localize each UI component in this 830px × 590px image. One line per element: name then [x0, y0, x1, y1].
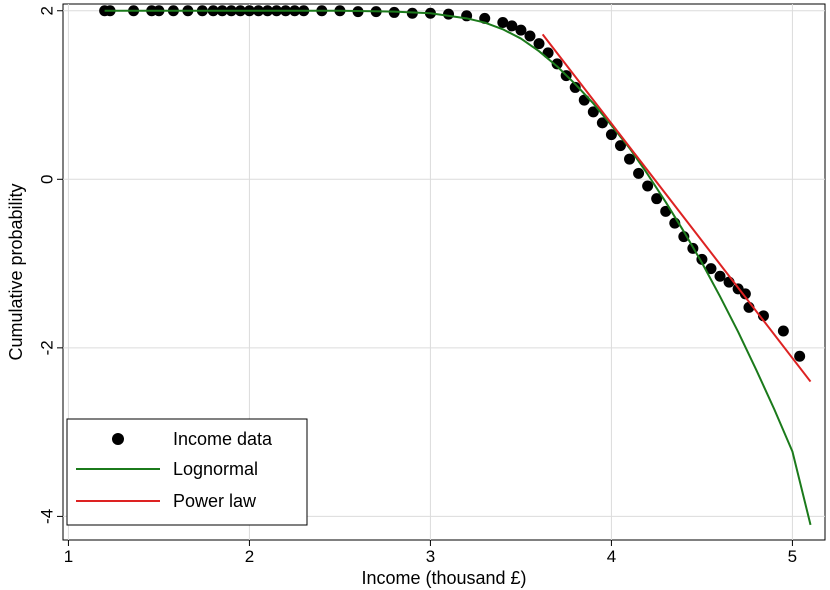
data-point-43: [624, 153, 636, 165]
plot-frame: [62, 3, 826, 541]
data-point-42: [614, 140, 626, 152]
data-point-40: [596, 117, 608, 129]
data-point-37: [569, 81, 581, 93]
x-tick-label-3: 4: [607, 547, 616, 566]
data-point-31: [515, 24, 527, 36]
data-point-44: [633, 167, 645, 179]
series-income-data: [99, 5, 806, 362]
series-line-lognormal: [104, 9, 812, 526]
x-axis-label: Income (thousand £): [361, 568, 526, 588]
data-point-59: [777, 325, 789, 337]
data-point-49: [678, 231, 690, 243]
legend-label-income-data: Income data: [173, 429, 273, 449]
series-layer: [99, 5, 812, 526]
legend-label-power-law: Power law: [173, 491, 257, 511]
data-point-38: [578, 94, 590, 106]
y-tick-label-1: 0: [38, 175, 57, 184]
data-point-30: [506, 20, 518, 32]
x-tick-label-0: 1: [64, 547, 73, 566]
data-point-29: [497, 17, 509, 29]
x-axis-ticks: 1 2 3 4 5: [64, 540, 797, 566]
data-point-45: [642, 180, 654, 192]
data-point-47: [660, 205, 672, 217]
data-point-52: [705, 263, 717, 275]
data-point-56: [739, 288, 751, 300]
data-point-33: [533, 38, 545, 50]
data-point-35: [551, 58, 563, 70]
x-tick-label-4: 5: [788, 547, 797, 566]
x-tick-label-1: 2: [245, 547, 254, 566]
data-point-26: [443, 8, 455, 20]
data-point-46: [651, 193, 663, 205]
legend-label-lognormal: Lognormal: [173, 459, 258, 479]
x-tick-label-2: 3: [426, 547, 435, 566]
legend: Income data Lognormal Power law: [66, 418, 308, 526]
data-point-32: [524, 30, 536, 42]
series-line-power-law: [541, 33, 812, 383]
data-point-41: [605, 129, 617, 141]
legend-box: [66, 418, 308, 526]
y-tick-label-3: -4: [38, 509, 57, 524]
data-point-53: [714, 270, 726, 282]
data-point-39: [587, 106, 599, 118]
legend-marker-income-data: [112, 433, 124, 445]
y-tick-label-2: -2: [38, 340, 57, 355]
data-point-60: [794, 350, 806, 362]
y-tick-label-0: 2: [38, 6, 57, 15]
y-axis-ticks: 2 0 -2 -4: [38, 6, 63, 524]
y-axis-label: Cumulative probability: [6, 183, 26, 360]
